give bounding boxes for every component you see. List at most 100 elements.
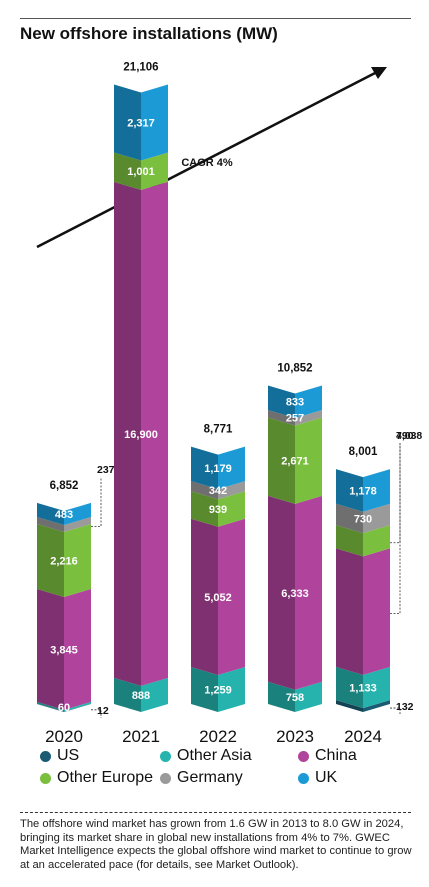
bar-segment-us (64, 703, 91, 712)
bar-segment-other-asia (363, 666, 390, 709)
bar-segment-other-europe (295, 417, 322, 504)
legend-item-uk: UK (298, 769, 337, 787)
total-label-2024: 8,001 (349, 446, 378, 458)
segment-label: 2,671 (281, 456, 309, 468)
category-label-2020: 2020 (45, 727, 83, 745)
cagr-arrow-line (36, 70, 378, 249)
bar-segment-germany-left (268, 409, 295, 426)
bar-segment-uk-left (114, 84, 141, 161)
segment-label: 730 (354, 513, 372, 525)
legend-item-germany: Germany (160, 769, 243, 787)
segment-label: 833 (286, 397, 304, 409)
bar-segment-uk-left (37, 502, 64, 526)
segment-label: 1,133 (349, 682, 377, 694)
bar-2020: 12 60 3,845 2,216 237 483 (37, 464, 115, 718)
bar-segment-other-asia (141, 677, 168, 712)
bar-segment-other-asia (295, 681, 322, 712)
segment-label-callout: 4,038 (396, 430, 422, 442)
bar-segment-other-asia-left (114, 677, 141, 712)
bar-segment-other-europe (141, 152, 168, 190)
bar-segment-china-left (114, 181, 141, 686)
total-label-2023: 10,852 (277, 362, 312, 374)
segment-label: 483 (55, 509, 73, 521)
legend-label: UK (315, 769, 338, 786)
bar-segment-germany (218, 481, 245, 500)
segment-label: 1,001 (127, 166, 155, 178)
segment-label: 1,259 (204, 685, 232, 697)
segment-label: 1,178 (349, 485, 377, 497)
bar-segment-germany-left (37, 517, 64, 532)
legend-label: Germany (177, 769, 243, 786)
segment-label-callout: 237 (97, 464, 115, 476)
legend-item-other-asia: Other Asia (160, 747, 252, 765)
bar-segment-china (363, 548, 390, 675)
legend-item-us: US (40, 747, 79, 765)
chart-area: CAGR 4% 12 60 3,845 2,216 237 483 6,852 2020 888 1… (36, 62, 422, 745)
segment-label: 3,845 (50, 644, 78, 656)
bar-segment-china-left (191, 518, 218, 676)
bar-segment-uk (295, 385, 322, 418)
bar-segment-us-left (37, 703, 64, 712)
callout-line (390, 443, 401, 544)
segment-label: 888 (132, 690, 150, 702)
bar-segment-other-europe-left (191, 491, 218, 527)
category-label-2021: 2021 (122, 727, 160, 745)
legend-swatch (160, 772, 171, 784)
bar-2021: 888 16,900 1,001 2,317 (114, 84, 168, 712)
callout-line (91, 476, 102, 527)
bar-segment-us-left (336, 700, 363, 712)
top-rule (20, 18, 411, 19)
bar-segment-other-europe-left (37, 523, 64, 598)
legend-swatch (40, 772, 51, 784)
segment-label-callout: 132 (396, 701, 414, 713)
legend-label: Other Europe (57, 769, 154, 786)
category-label-2022: 2022 (199, 727, 237, 745)
bar-segment-uk (363, 469, 390, 512)
bar-segment-china (64, 589, 91, 710)
bar-2023: 758 6,333 2,671 257 833 (268, 385, 322, 712)
bar-segment-germany (295, 409, 322, 426)
segment-label: 2,216 (50, 556, 78, 568)
segment-label: 342 (209, 485, 227, 497)
cagr-label: CAGR 4% (181, 157, 233, 169)
bar-segment-uk-left (268, 385, 295, 418)
bar-segment-other-asia-left (191, 667, 218, 712)
segment-label: 1,179 (204, 463, 232, 475)
bar-segment-other-europe (363, 525, 390, 557)
callout-line (91, 709, 102, 718)
legend-swatch (298, 750, 309, 762)
total-label-2020: 6,852 (50, 480, 79, 492)
segment-label: 60 (58, 702, 70, 714)
bar-segment-china-left (37, 589, 64, 710)
category-label-2024: 2024 (344, 727, 382, 745)
legend-label: US (57, 747, 80, 764)
bar-segment-us (363, 700, 390, 712)
legend-swatch (298, 772, 309, 784)
legend-label: Other Asia (177, 747, 252, 764)
segment-label-callout: 790 (396, 430, 414, 442)
bar-segment-germany (64, 517, 91, 532)
segment-label: 939 (209, 504, 227, 516)
segment-label-callout: 12 (97, 705, 109, 717)
cagr-arrow-head (371, 67, 387, 79)
total-label-2021: 21,106 (123, 62, 158, 74)
segment-label: 758 (286, 692, 304, 704)
bar-segment-other-europe (218, 491, 245, 527)
bar-segment-other-asia (218, 667, 245, 712)
legend-label: China (315, 747, 357, 764)
segment-label: 257 (286, 413, 304, 425)
bar-segment-germany (363, 503, 390, 534)
bar-segment-china-left (336, 548, 363, 675)
bar-segment-china (218, 518, 245, 676)
bar-segment-china-left (268, 495, 295, 690)
bar-segment-other-asia-left (37, 701, 64, 712)
segment-label: 5,052 (204, 592, 232, 604)
callout-line (390, 443, 401, 615)
legend-swatch (160, 750, 171, 762)
bar-segment-other-asia-left (268, 681, 295, 712)
bar-segment-uk (64, 502, 91, 526)
bar-segment-uk-left (336, 469, 363, 512)
bar-segment-uk (218, 446, 245, 490)
bottom-rule (20, 812, 411, 813)
